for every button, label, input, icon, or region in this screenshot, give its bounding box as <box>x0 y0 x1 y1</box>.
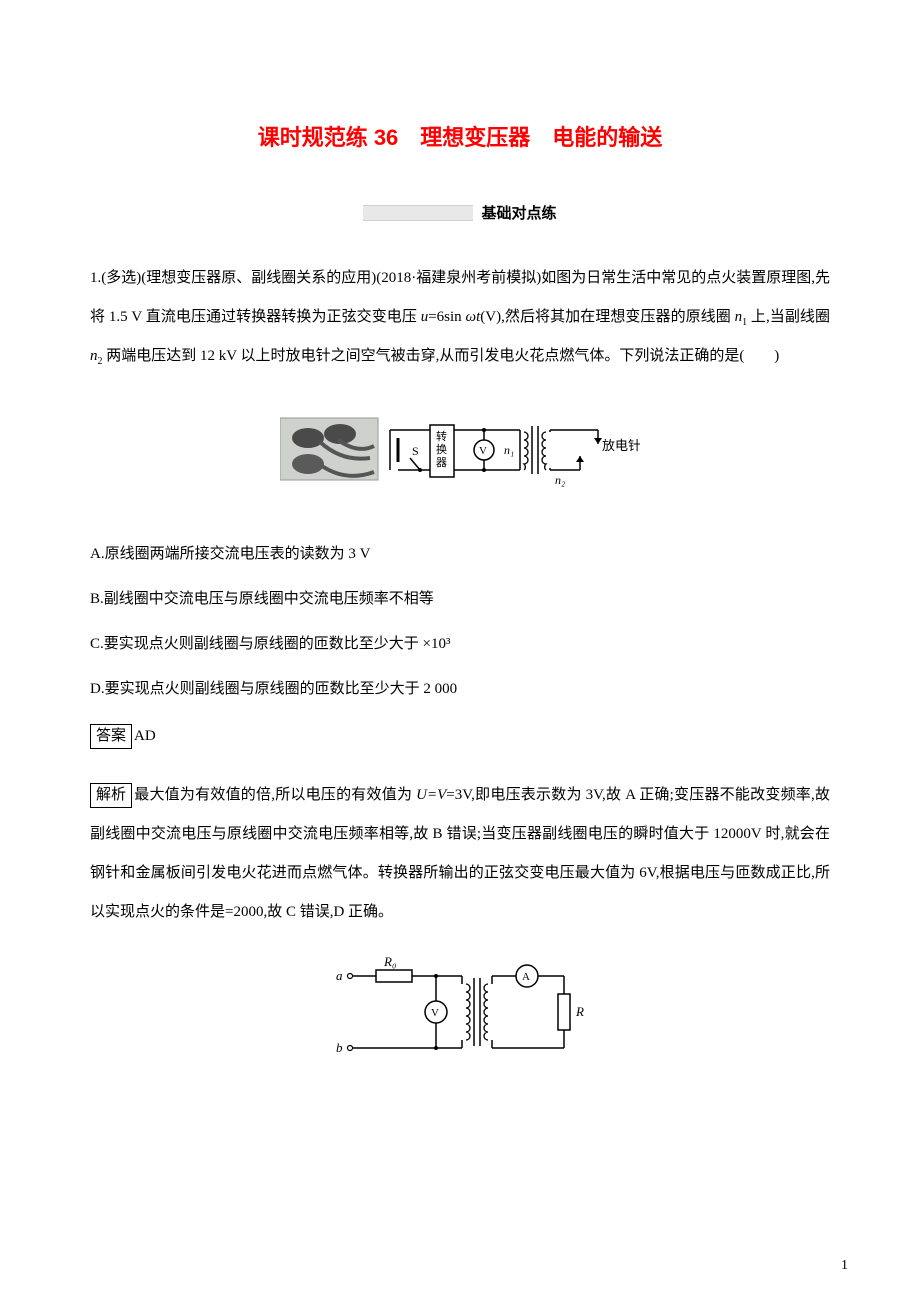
explain-b: =3V,即电压表示数为 3V,故 A 正确;变压器不能改变频率,故副线圈中交流电… <box>90 787 830 920</box>
option-d: D.要实现点火则副线圈与原线圈的匝数比至少大于 2 000 <box>90 670 830 709</box>
subtitle-bar <box>363 205 473 221</box>
figure-2: a b R₀ V <box>90 956 830 1071</box>
page-number: 1 <box>841 1258 848 1274</box>
stem-b: =6sin <box>428 309 465 325</box>
var-n1: n <box>735 309 743 325</box>
label-s: S <box>412 444 419 458</box>
label-conv-2: 换 <box>436 442 447 456</box>
answer-line: 答案AD <box>90 717 830 756</box>
label-r: R <box>575 1004 584 1019</box>
page: 课时规范练 36 理想变压器 电能的输送 基础对点练 1.(多选)(理想变压器原… <box>0 0 920 1302</box>
subtitle-row: 基础对点练 <box>90 202 830 223</box>
explain-a: 最大值为有效值的倍,所以电压的有效值为 <box>134 787 416 803</box>
var-wt: ωt <box>466 309 481 325</box>
label-r0: R₀ <box>383 956 396 969</box>
label-n2: n₂ <box>555 473 565 487</box>
label-conv-1: 转 <box>436 429 447 443</box>
label-a: a <box>336 968 343 983</box>
label-v: V <box>479 445 487 457</box>
lesson-title: 课时规范练 36 理想变压器 电能的输送 <box>90 120 830 152</box>
option-a: A.原线圈两端所接交流电压表的读数为 3 V <box>90 535 830 574</box>
q1-stem: 1.(多选)(理想变压器原、副线圈关系的应用)(2018·福建泉州考前模拟)如图… <box>90 259 830 376</box>
answer-value: AD <box>134 728 156 744</box>
var-n2: n <box>90 348 98 364</box>
circuit-diagram-2: a b R₀ V <box>330 956 590 1066</box>
label-spark: 放电针 <box>602 438 640 453</box>
circuit-diagram-1: S 转 换 器 V <box>280 400 640 500</box>
label-v2: V <box>431 1007 439 1019</box>
label-n1: n₁ <box>504 443 514 457</box>
stem-d: 上,当副线圈 <box>747 309 830 325</box>
subtitle-text: 基础对点练 <box>481 202 556 223</box>
explain-uv: U=V <box>416 787 446 803</box>
stem-e: 两端电压达到 12 kV 以上时放电针之间空气被击穿,从而引发电火花点燃气体。下… <box>103 348 780 364</box>
label-b: b <box>336 1040 343 1055</box>
label-amp: A <box>522 971 530 983</box>
explain-line: 解析最大值为有效值的倍,所以电压的有效值为 U=V=3V,即电压表示数为 3V,… <box>90 776 830 932</box>
option-b: B.副线圈中交流电压与原线圈中交流电压频率不相等 <box>90 580 830 619</box>
figure-1: S 转 换 器 V <box>90 400 830 505</box>
option-c: C.要实现点火则副线圈与原线圈的匝数比至少大于 ×10³ <box>90 625 830 664</box>
stem-c: (V),然后将其加在理想变压器的原线圈 <box>480 309 734 325</box>
label-conv-3: 器 <box>436 456 447 469</box>
explain-label-box: 解析 <box>90 783 132 808</box>
answer-label-box: 答案 <box>90 724 132 749</box>
